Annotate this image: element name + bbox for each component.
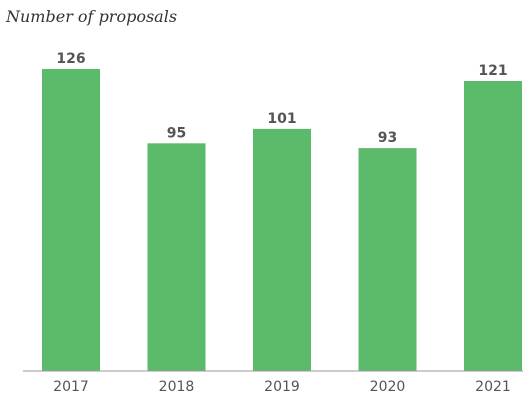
x-tick-label-2021: 2021 <box>475 379 511 395</box>
value-label-2018: 95 <box>167 125 186 141</box>
x-tick-labels-group: 2017 2018 2019 2020 2021 <box>53 379 511 395</box>
bar-2017 <box>42 69 100 371</box>
bar-2018 <box>147 143 206 371</box>
x-tick-label-2018: 2018 <box>159 379 195 395</box>
value-label-2019: 101 <box>267 111 296 127</box>
x-tick-label-2019: 2019 <box>264 379 300 395</box>
bar-2020 <box>358 148 417 371</box>
bars-group <box>42 69 522 371</box>
value-labels-group: 126 95 101 93 121 <box>56 51 507 146</box>
value-label-2020: 93 <box>378 130 397 146</box>
value-label-2017: 126 <box>56 51 85 67</box>
x-tick-label-2017: 2017 <box>53 379 89 395</box>
chart-title: Number of proposals <box>5 7 177 26</box>
bar-2021 <box>464 81 522 371</box>
x-tick-label-2020: 2020 <box>370 379 406 395</box>
value-label-2021: 121 <box>478 63 507 79</box>
bar-2019 <box>253 128 311 371</box>
